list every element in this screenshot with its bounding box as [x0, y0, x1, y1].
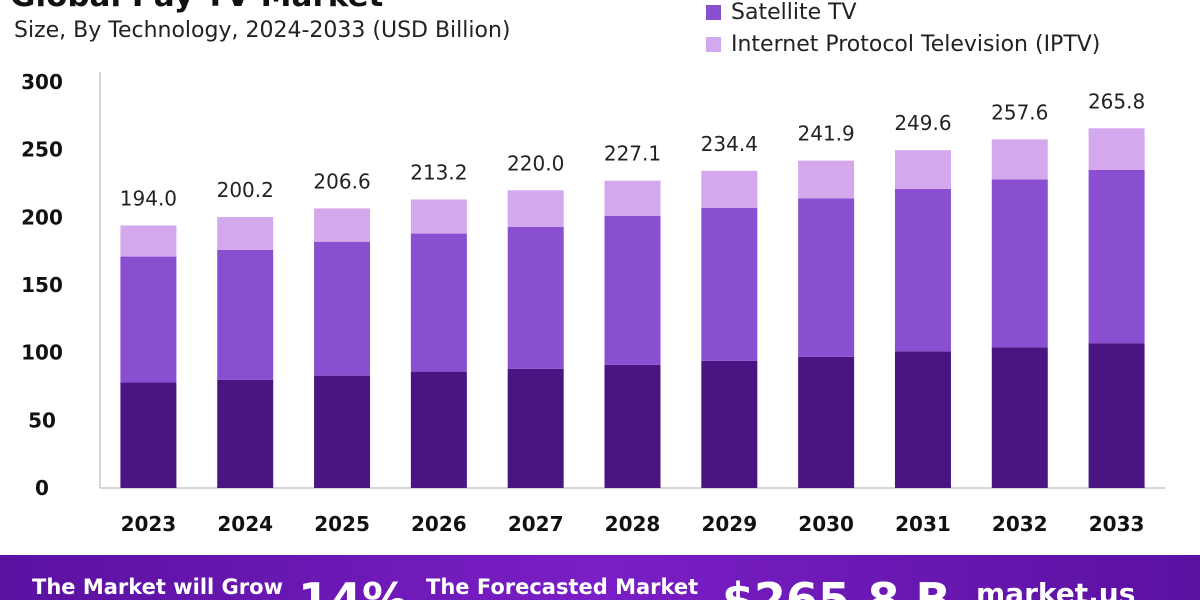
bar-segment [991, 139, 1048, 180]
bar-total-label: 234.4 [701, 132, 758, 156]
bar-segment [120, 256, 177, 383]
x-tick-label: 2027 [508, 512, 564, 536]
x-tick-label: 2028 [605, 512, 661, 536]
y-tick-label: 100 [21, 341, 63, 365]
y-tick-label: 300 [21, 70, 63, 94]
x-tick-label: 2031 [895, 512, 951, 536]
bar-segment [894, 150, 951, 189]
x-tick-label: 2026 [411, 512, 467, 536]
bar-total-label: 265.8 [1088, 89, 1145, 113]
bar-segment [217, 249, 274, 380]
bar-segment [701, 170, 758, 208]
bar-segment [120, 225, 177, 257]
banner-grow-label: The Market will Grow [32, 575, 283, 599]
bar-segment [314, 375, 371, 488]
bar-segment [798, 198, 855, 357]
bar-segment [991, 347, 1048, 488]
bar-segment [507, 368, 564, 488]
y-tick-label: 50 [28, 408, 56, 432]
bar-segment [894, 188, 951, 352]
legend-label-satellite: Satellite TV [731, 0, 857, 25]
banner-forecast-value: $265.8 B [722, 573, 951, 600]
bar-segment [604, 364, 661, 488]
bar-segment [217, 379, 274, 488]
bar-total-label: 206.6 [313, 169, 370, 193]
bar-total-label: 194.0 [120, 186, 177, 210]
bar-segment [798, 356, 855, 488]
bar-segment [894, 351, 951, 488]
legend: Satellite TV Internet Protocol Televisio… [706, 0, 1100, 60]
y-tick-label: 250 [21, 138, 63, 162]
brand-logo: market.us [976, 577, 1136, 600]
bar-segment [120, 382, 177, 488]
bar-total-label: 213.2 [410, 160, 467, 184]
bar-total-label: 257.6 [991, 100, 1048, 124]
bar-segment [410, 199, 467, 234]
bar-segment [701, 360, 758, 488]
x-tick-label: 2023 [121, 512, 177, 536]
legend-swatch-satellite [706, 4, 721, 20]
x-tick-label: 2029 [701, 512, 757, 536]
x-tick-label: 2033 [1089, 512, 1145, 536]
chart-subtitle: Size, By Technology, 2024-2033 (USD Bill… [14, 18, 511, 43]
y-tick-label: 0 [35, 476, 49, 500]
bar-segment [1088, 169, 1145, 344]
bar-segment [604, 180, 661, 216]
bar-segment [314, 241, 371, 376]
banner-forecast-label: The Forecasted Market [426, 575, 699, 599]
bar-segment [410, 233, 467, 372]
y-tick-label: 150 [21, 273, 63, 297]
bar-segment [217, 217, 274, 250]
legend-item-iptv: Internet Protocol Television (IPTV) [706, 28, 1100, 60]
bar-segment [507, 226, 564, 369]
bar-total-label: 241.9 [798, 122, 855, 146]
bar-segment [410, 371, 467, 488]
bar-total-label: 249.6 [894, 111, 951, 135]
legend-swatch-iptv [706, 36, 721, 52]
bar-segment [1088, 343, 1145, 488]
legend-item-satellite: Satellite TV [706, 0, 1100, 28]
x-tick-label: 2030 [798, 512, 854, 536]
bar-segment [701, 207, 758, 361]
x-tick-label: 2024 [217, 512, 273, 536]
stacked-bar-chart: 0 50 100 150 200 250 300 194.0 2023 200.2 2024 206.… [21, 70, 1165, 536]
y-tick-label: 200 [21, 205, 63, 229]
bar-segment [314, 208, 371, 242]
legend-label-iptv: Internet Protocol Television (IPTV) [731, 31, 1101, 57]
bar-segment [1088, 128, 1145, 170]
x-tick-label: 2025 [314, 512, 370, 536]
bar-segment [604, 215, 661, 365]
bar-total-label: 200.2 [217, 178, 274, 202]
chart-title: Global Pay TV Market [10, 0, 383, 14]
x-tick-label: 2032 [992, 512, 1048, 536]
bar-segment [991, 179, 1048, 348]
bar-segment [507, 190, 564, 227]
summary-banner: The Market will Grow 14% The Forecasted … [0, 555, 1200, 600]
bar-total-label: 220.0 [507, 151, 564, 175]
bar-segment [798, 160, 855, 199]
banner-cagr: 14% [298, 573, 409, 600]
bar-total-label: 227.1 [604, 142, 661, 166]
